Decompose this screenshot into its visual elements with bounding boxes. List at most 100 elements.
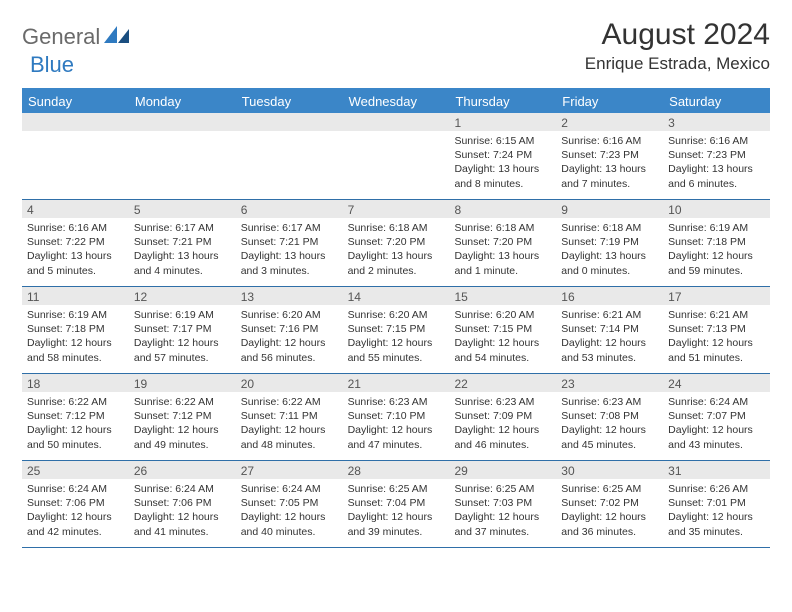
sunrise-text: Sunrise: 6:15 AM <box>454 134 551 148</box>
day-header: Wednesday <box>343 90 450 113</box>
weeks-container: 1Sunrise: 6:15 AMSunset: 7:24 PMDaylight… <box>22 113 770 548</box>
daylight-text: Daylight: 12 hours and 40 minutes. <box>241 510 338 538</box>
logo-text-general: General <box>22 24 100 50</box>
daylight-text: Daylight: 12 hours and 49 minutes. <box>134 423 231 451</box>
empty-day-bar <box>236 113 343 131</box>
day-cell: 31Sunrise: 6:26 AMSunset: 7:01 PMDayligh… <box>663 461 770 547</box>
sunset-text: Sunset: 7:22 PM <box>27 235 124 249</box>
sunrise-text: Sunrise: 6:22 AM <box>27 395 124 409</box>
day-details: Sunrise: 6:19 AMSunset: 7:18 PMDaylight:… <box>663 218 770 282</box>
day-details: Sunrise: 6:19 AMSunset: 7:17 PMDaylight:… <box>129 305 236 369</box>
day-cell: 29Sunrise: 6:25 AMSunset: 7:03 PMDayligh… <box>449 461 556 547</box>
day-details: Sunrise: 6:18 AMSunset: 7:19 PMDaylight:… <box>556 218 663 282</box>
daylight-text: Daylight: 12 hours and 45 minutes. <box>561 423 658 451</box>
sunrise-text: Sunrise: 6:17 AM <box>241 221 338 235</box>
sunset-text: Sunset: 7:03 PM <box>454 496 551 510</box>
day-number: 25 <box>22 461 129 479</box>
day-details: Sunrise: 6:17 AMSunset: 7:21 PMDaylight:… <box>236 218 343 282</box>
logo: General <box>22 24 132 50</box>
daylight-text: Daylight: 12 hours and 48 minutes. <box>241 423 338 451</box>
daylight-text: Daylight: 12 hours and 41 minutes. <box>134 510 231 538</box>
week-row: 4Sunrise: 6:16 AMSunset: 7:22 PMDaylight… <box>22 200 770 287</box>
day-cell: 19Sunrise: 6:22 AMSunset: 7:12 PMDayligh… <box>129 374 236 460</box>
day-details: Sunrise: 6:23 AMSunset: 7:10 PMDaylight:… <box>343 392 450 456</box>
sunrise-text: Sunrise: 6:26 AM <box>668 482 765 496</box>
day-cell: 16Sunrise: 6:21 AMSunset: 7:14 PMDayligh… <box>556 287 663 373</box>
day-number: 2 <box>556 113 663 131</box>
sunset-text: Sunset: 7:14 PM <box>561 322 658 336</box>
day-cell: 17Sunrise: 6:21 AMSunset: 7:13 PMDayligh… <box>663 287 770 373</box>
daylight-text: Daylight: 12 hours and 56 minutes. <box>241 336 338 364</box>
sunset-text: Sunset: 7:20 PM <box>348 235 445 249</box>
day-details: Sunrise: 6:15 AMSunset: 7:24 PMDaylight:… <box>449 131 556 195</box>
calendar: Sunday Monday Tuesday Wednesday Thursday… <box>22 88 770 548</box>
day-number: 12 <box>129 287 236 305</box>
sunrise-text: Sunrise: 6:22 AM <box>134 395 231 409</box>
daylight-text: Daylight: 12 hours and 55 minutes. <box>348 336 445 364</box>
page-header: General August 2024 Enrique Estrada, Mex… <box>22 18 770 74</box>
daylight-text: Daylight: 12 hours and 57 minutes. <box>134 336 231 364</box>
sunrise-text: Sunrise: 6:20 AM <box>454 308 551 322</box>
sunset-text: Sunset: 7:02 PM <box>561 496 658 510</box>
day-number: 26 <box>129 461 236 479</box>
month-title: August 2024 <box>585 18 770 52</box>
sunset-text: Sunset: 7:21 PM <box>241 235 338 249</box>
day-number: 17 <box>663 287 770 305</box>
sunset-text: Sunset: 7:07 PM <box>668 409 765 423</box>
day-number: 20 <box>236 374 343 392</box>
day-cell <box>22 113 129 199</box>
day-cell: 20Sunrise: 6:22 AMSunset: 7:11 PMDayligh… <box>236 374 343 460</box>
sunset-text: Sunset: 7:16 PM <box>241 322 338 336</box>
day-number: 24 <box>663 374 770 392</box>
day-cell: 1Sunrise: 6:15 AMSunset: 7:24 PMDaylight… <box>449 113 556 199</box>
empty-day-bar <box>343 113 450 131</box>
daylight-text: Daylight: 12 hours and 58 minutes. <box>27 336 124 364</box>
daylight-text: Daylight: 13 hours and 7 minutes. <box>561 162 658 190</box>
day-details: Sunrise: 6:22 AMSunset: 7:11 PMDaylight:… <box>236 392 343 456</box>
sunset-text: Sunset: 7:21 PM <box>134 235 231 249</box>
day-cell <box>236 113 343 199</box>
sunset-text: Sunset: 7:11 PM <box>241 409 338 423</box>
day-details: Sunrise: 6:19 AMSunset: 7:18 PMDaylight:… <box>22 305 129 369</box>
day-cell: 8Sunrise: 6:18 AMSunset: 7:20 PMDaylight… <box>449 200 556 286</box>
location-subtitle: Enrique Estrada, Mexico <box>585 54 770 74</box>
daylight-text: Daylight: 12 hours and 50 minutes. <box>27 423 124 451</box>
day-header-row: Sunday Monday Tuesday Wednesday Thursday… <box>22 90 770 113</box>
day-cell: 23Sunrise: 6:23 AMSunset: 7:08 PMDayligh… <box>556 374 663 460</box>
day-number: 27 <box>236 461 343 479</box>
day-cell <box>129 113 236 199</box>
day-details: Sunrise: 6:20 AMSunset: 7:15 PMDaylight:… <box>449 305 556 369</box>
day-number: 31 <box>663 461 770 479</box>
day-number: 7 <box>343 200 450 218</box>
sunrise-text: Sunrise: 6:16 AM <box>27 221 124 235</box>
day-number: 23 <box>556 374 663 392</box>
sunset-text: Sunset: 7:15 PM <box>454 322 551 336</box>
daylight-text: Daylight: 13 hours and 6 minutes. <box>668 162 765 190</box>
week-row: 25Sunrise: 6:24 AMSunset: 7:06 PMDayligh… <box>22 461 770 548</box>
day-cell: 27Sunrise: 6:24 AMSunset: 7:05 PMDayligh… <box>236 461 343 547</box>
week-row: 1Sunrise: 6:15 AMSunset: 7:24 PMDaylight… <box>22 113 770 200</box>
sunrise-text: Sunrise: 6:19 AM <box>668 221 765 235</box>
day-cell: 11Sunrise: 6:19 AMSunset: 7:18 PMDayligh… <box>22 287 129 373</box>
sunrise-text: Sunrise: 6:25 AM <box>561 482 658 496</box>
day-cell: 3Sunrise: 6:16 AMSunset: 7:23 PMDaylight… <box>663 113 770 199</box>
day-cell: 9Sunrise: 6:18 AMSunset: 7:19 PMDaylight… <box>556 200 663 286</box>
daylight-text: Daylight: 13 hours and 3 minutes. <box>241 249 338 277</box>
day-cell: 5Sunrise: 6:17 AMSunset: 7:21 PMDaylight… <box>129 200 236 286</box>
day-header: Friday <box>556 90 663 113</box>
day-cell: 2Sunrise: 6:16 AMSunset: 7:23 PMDaylight… <box>556 113 663 199</box>
title-block: August 2024 Enrique Estrada, Mexico <box>585 18 770 74</box>
sunrise-text: Sunrise: 6:18 AM <box>561 221 658 235</box>
sunset-text: Sunset: 7:08 PM <box>561 409 658 423</box>
day-cell: 14Sunrise: 6:20 AMSunset: 7:15 PMDayligh… <box>343 287 450 373</box>
day-details: Sunrise: 6:25 AMSunset: 7:02 PMDaylight:… <box>556 479 663 543</box>
day-header: Sunday <box>22 90 129 113</box>
day-details: Sunrise: 6:20 AMSunset: 7:16 PMDaylight:… <box>236 305 343 369</box>
daylight-text: Daylight: 12 hours and 53 minutes. <box>561 336 658 364</box>
day-details: Sunrise: 6:16 AMSunset: 7:23 PMDaylight:… <box>663 131 770 195</box>
day-details: Sunrise: 6:25 AMSunset: 7:03 PMDaylight:… <box>449 479 556 543</box>
day-number: 11 <box>22 287 129 305</box>
sunset-text: Sunset: 7:17 PM <box>134 322 231 336</box>
daylight-text: Daylight: 12 hours and 39 minutes. <box>348 510 445 538</box>
sunrise-text: Sunrise: 6:20 AM <box>348 308 445 322</box>
